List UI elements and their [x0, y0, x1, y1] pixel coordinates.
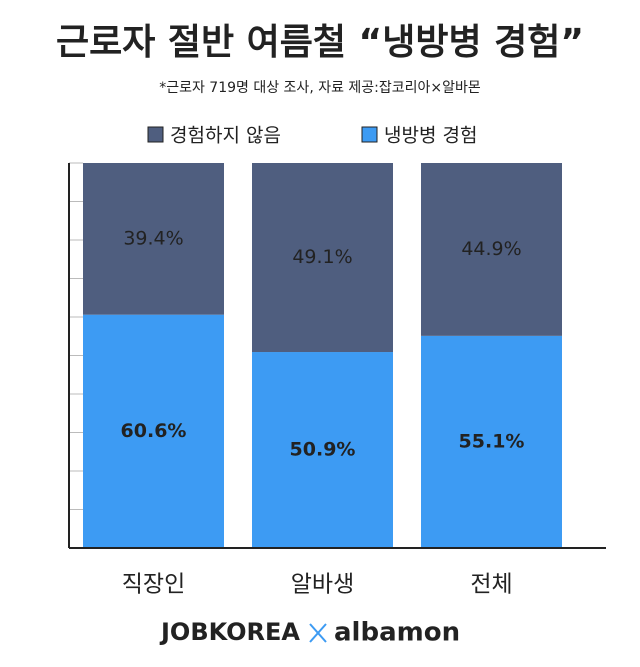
bar-segment — [83, 314, 224, 548]
legend-swatch — [147, 126, 164, 143]
value-label: 50.9% — [290, 439, 356, 461]
logo-jobkorea: JOBKOREA — [159, 618, 300, 646]
legend-label: 경험하지 않음 — [170, 125, 281, 147]
bar-segment — [252, 163, 393, 353]
x-tick-label: 알바생 — [291, 572, 354, 598]
legend-label: 냉방병 경험 — [384, 125, 477, 147]
chart-title: 근로자 절반 여름철 “냉방병 경험” — [56, 22, 584, 63]
x-tick-label: 직장인 — [122, 572, 185, 598]
bar-segment — [83, 163, 224, 315]
bar-segment — [421, 163, 562, 336]
logo-separator — [309, 623, 327, 643]
value-label: 44.9% — [461, 238, 521, 260]
value-label: 55.1% — [459, 430, 525, 452]
value-label: 39.4% — [123, 227, 183, 249]
bar-segment — [421, 335, 562, 548]
bar-segment — [252, 352, 393, 548]
logo-albamon: albamon — [334, 618, 460, 648]
value-label: 49.1% — [292, 246, 352, 268]
x-tick-label: 전체 — [470, 572, 512, 598]
legend-swatch — [361, 126, 378, 143]
chart-subtitle: *근로자 719명 대상 조사, 자료 제공:잡코리아×알바몬 — [159, 80, 481, 96]
value-label: 60.6% — [121, 420, 187, 442]
